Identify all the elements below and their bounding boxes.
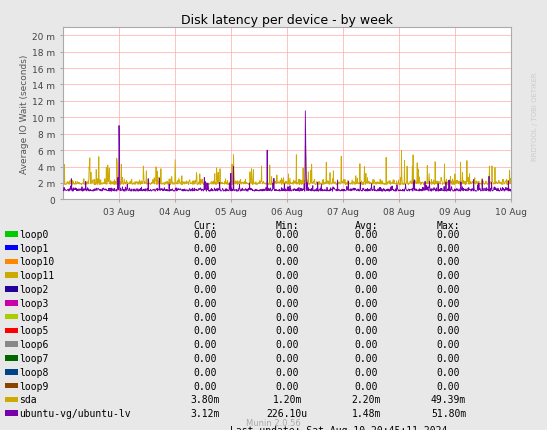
- Text: 0.00: 0.00: [437, 270, 460, 281]
- Text: 0.00: 0.00: [276, 339, 299, 350]
- Text: 0.00: 0.00: [355, 243, 378, 253]
- Text: 0.00: 0.00: [355, 353, 378, 363]
- Y-axis label: Average IO Wait (seconds): Average IO Wait (seconds): [20, 55, 30, 173]
- Text: 3.12m: 3.12m: [190, 408, 220, 418]
- Text: 0.00: 0.00: [276, 257, 299, 267]
- Text: 0.00: 0.00: [355, 257, 378, 267]
- Text: Cur:: Cur:: [194, 221, 217, 230]
- Text: 0.00: 0.00: [437, 312, 460, 322]
- Text: 0.00: 0.00: [194, 270, 217, 281]
- Text: 0.00: 0.00: [276, 298, 299, 308]
- Text: 0.00: 0.00: [276, 243, 299, 253]
- Text: 0.00: 0.00: [437, 326, 460, 336]
- Text: loop6: loop6: [19, 339, 49, 350]
- Text: 0.00: 0.00: [276, 367, 299, 377]
- Text: 0.00: 0.00: [355, 326, 378, 336]
- Text: 0.00: 0.00: [355, 270, 378, 281]
- Text: loop0: loop0: [19, 229, 49, 240]
- Text: RRDTOOL / TOBI OETIKER: RRDTOOL / TOBI OETIKER: [532, 72, 538, 160]
- Text: 1.48m: 1.48m: [352, 408, 381, 418]
- Text: 0.00: 0.00: [355, 367, 378, 377]
- Text: 0.00: 0.00: [355, 284, 378, 295]
- Text: sda: sda: [19, 394, 37, 405]
- Text: 0.00: 0.00: [437, 257, 460, 267]
- Text: Munin 2.0.56: Munin 2.0.56: [246, 418, 301, 427]
- Text: 0.00: 0.00: [194, 284, 217, 295]
- Text: loop9: loop9: [19, 381, 49, 391]
- Text: 0.00: 0.00: [437, 284, 460, 295]
- Text: 51.80m: 51.80m: [431, 408, 466, 418]
- Text: loop11: loop11: [19, 270, 54, 281]
- Text: Min:: Min:: [276, 221, 299, 230]
- Text: 1.20m: 1.20m: [272, 394, 302, 405]
- Text: 0.00: 0.00: [194, 353, 217, 363]
- Text: 0.00: 0.00: [194, 312, 217, 322]
- Text: 0.00: 0.00: [276, 326, 299, 336]
- Text: 0.00: 0.00: [355, 381, 378, 391]
- Text: 0.00: 0.00: [276, 312, 299, 322]
- Text: 0.00: 0.00: [437, 381, 460, 391]
- Text: 0.00: 0.00: [194, 229, 217, 240]
- Text: 0.00: 0.00: [355, 339, 378, 350]
- Text: 0.00: 0.00: [355, 229, 378, 240]
- Text: loop10: loop10: [19, 257, 54, 267]
- Text: 0.00: 0.00: [276, 284, 299, 295]
- Text: 0.00: 0.00: [194, 298, 217, 308]
- Text: loop2: loop2: [19, 284, 49, 295]
- Text: 2.20m: 2.20m: [352, 394, 381, 405]
- Text: Last update: Sat Aug 10 20:45:11 2024: Last update: Sat Aug 10 20:45:11 2024: [230, 425, 448, 430]
- Text: 0.00: 0.00: [437, 339, 460, 350]
- Text: 0.00: 0.00: [194, 326, 217, 336]
- Text: 0.00: 0.00: [276, 381, 299, 391]
- Text: 3.80m: 3.80m: [190, 394, 220, 405]
- Text: 0.00: 0.00: [437, 353, 460, 363]
- Text: 0.00: 0.00: [194, 243, 217, 253]
- Text: 0.00: 0.00: [194, 367, 217, 377]
- Text: 0.00: 0.00: [437, 229, 460, 240]
- Text: 0.00: 0.00: [194, 257, 217, 267]
- Text: Max:: Max:: [437, 221, 460, 230]
- Text: loop4: loop4: [19, 312, 49, 322]
- Title: Disk latency per device - by week: Disk latency per device - by week: [181, 14, 393, 27]
- Text: 0.00: 0.00: [355, 312, 378, 322]
- Text: loop7: loop7: [19, 353, 49, 363]
- Text: loop1: loop1: [19, 243, 49, 253]
- Text: 0.00: 0.00: [355, 298, 378, 308]
- Text: 0.00: 0.00: [194, 381, 217, 391]
- Text: loop8: loop8: [19, 367, 49, 377]
- Text: 0.00: 0.00: [276, 229, 299, 240]
- Text: 0.00: 0.00: [194, 339, 217, 350]
- Text: Avg:: Avg:: [355, 221, 378, 230]
- Text: 0.00: 0.00: [276, 353, 299, 363]
- Text: 49.39m: 49.39m: [431, 394, 466, 405]
- Text: loop3: loop3: [19, 298, 49, 308]
- Text: 0.00: 0.00: [437, 243, 460, 253]
- Text: 0.00: 0.00: [437, 367, 460, 377]
- Text: 0.00: 0.00: [276, 270, 299, 281]
- Text: 226.10u: 226.10u: [266, 408, 308, 418]
- Text: loop5: loop5: [19, 326, 49, 336]
- Text: ubuntu-vg/ubuntu-lv: ubuntu-vg/ubuntu-lv: [19, 408, 131, 418]
- Text: 0.00: 0.00: [437, 298, 460, 308]
